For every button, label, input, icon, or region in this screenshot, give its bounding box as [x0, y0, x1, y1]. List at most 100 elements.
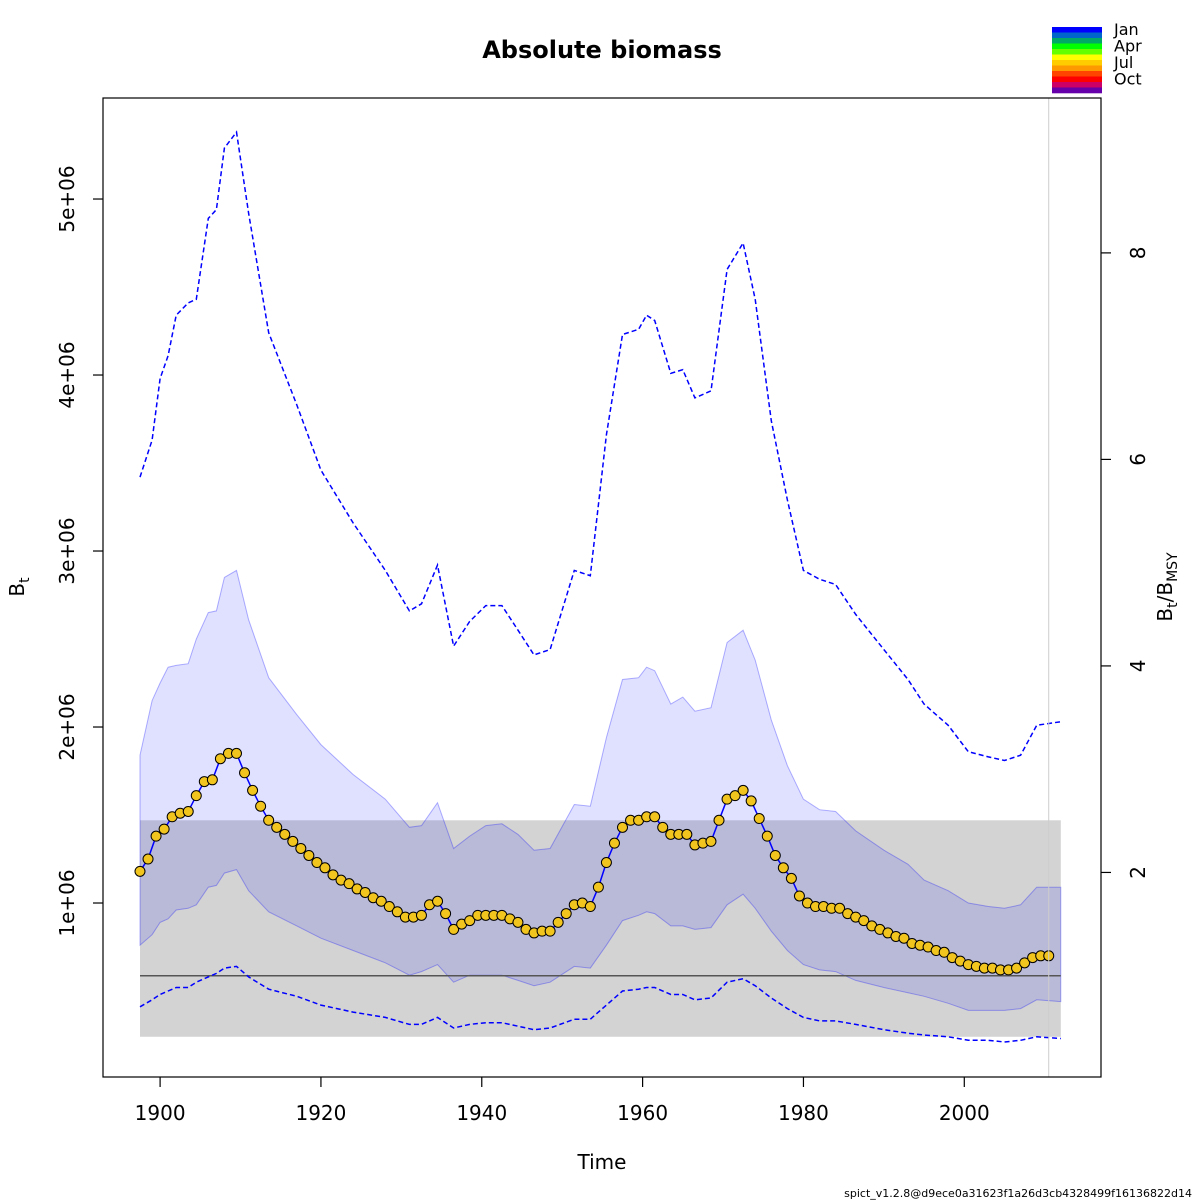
estimate-point: [150, 830, 162, 842]
y-tick-label: 5e+06: [55, 165, 79, 232]
estimate-point: [584, 901, 596, 913]
y2-axis-label: Bt/BMSY: [1153, 552, 1181, 622]
y2-label-main: B: [1153, 608, 1177, 622]
x-tick-label: 1940: [456, 1101, 507, 1125]
estimate-point: [327, 869, 339, 881]
estimate-point: [311, 857, 323, 869]
estimate-point: [681, 828, 693, 840]
estimate-point: [383, 901, 395, 913]
y2-tick-label: 2: [1126, 866, 1150, 879]
month-key-swatch: [1052, 65, 1102, 72]
y-tick-label: 1e+06: [55, 869, 79, 936]
x-tick-label: 1980: [778, 1101, 829, 1125]
month-key-swatch: [1052, 82, 1102, 88]
estimate-point: [279, 828, 291, 840]
estimate-point: [415, 909, 427, 921]
month-key-label: Apr: [1114, 36, 1142, 55]
estimate-point: [705, 835, 717, 847]
estimate-point: [544, 925, 556, 937]
y2-label-main: /B: [1153, 582, 1177, 602]
estimate-point: [938, 946, 950, 958]
y-label-main: B: [5, 583, 29, 597]
y-axis-label: Bt: [5, 577, 33, 597]
y2-tick-label: 4: [1126, 660, 1150, 673]
estimate-point: [343, 878, 355, 890]
estimate-point: [512, 916, 524, 928]
month-key-swatch: [1052, 54, 1102, 61]
month-key-swatch: [1052, 43, 1102, 50]
estimate-point: [432, 895, 444, 907]
estimate-point: [239, 767, 251, 779]
month-key-swatch: [1052, 71, 1102, 77]
estimate-point: [793, 890, 805, 902]
estimate-point: [359, 886, 371, 898]
month-key-swatch: [1052, 87, 1102, 94]
x-tick-label: 1920: [295, 1101, 346, 1125]
estimate-point: [247, 784, 259, 796]
estimate-point: [560, 908, 572, 920]
month-key-swatch: [1052, 38, 1102, 44]
estimate-point: [158, 823, 170, 835]
x-axis-label: Time: [577, 1150, 627, 1174]
estimate-point: [1011, 962, 1023, 974]
month-key-swatch: [1052, 60, 1102, 66]
estimate-point: [448, 923, 460, 935]
estimate-point: [769, 849, 781, 861]
estimate-point: [142, 853, 154, 865]
estimate-point: [898, 932, 910, 944]
estimate-point: [303, 849, 315, 861]
estimate-point: [649, 811, 661, 823]
y2-tick-label: 8: [1126, 247, 1150, 260]
y2-label-sub: MSY: [1165, 552, 1181, 582]
estimate-point: [263, 814, 275, 826]
ci-line: [139, 130, 1061, 762]
estimate-point: [214, 753, 226, 765]
estimate-point: [287, 835, 299, 847]
estimate-point: [617, 821, 629, 833]
estimate-point: [858, 915, 870, 927]
estimate-point: [206, 774, 218, 786]
estimate-point: [592, 881, 604, 893]
estimate-point: [230, 747, 242, 759]
estimate-point: [319, 862, 331, 874]
month-key-swatch: [1052, 49, 1102, 55]
estimate-point: [834, 902, 846, 914]
estimate-point: [657, 821, 669, 833]
estimate-point: [255, 800, 267, 812]
estimate-point: [729, 790, 741, 802]
estimate-point: [600, 857, 612, 869]
y-label-sub: t: [17, 577, 33, 583]
estimate-point: [761, 830, 773, 842]
estimate-point: [182, 805, 194, 817]
x-tick-label: 1960: [617, 1101, 668, 1125]
estimate-point: [552, 916, 564, 928]
bmsy-ci: [139, 820, 1061, 1037]
chart-title: Absolute biomass: [482, 36, 722, 64]
estimate-point: [464, 915, 476, 927]
month-key-swatch: [1052, 27, 1102, 33]
estimate-point: [391, 906, 403, 918]
estimate-point: [190, 790, 202, 802]
x-tick-label: 2000: [939, 1101, 990, 1125]
estimate-point: [745, 795, 757, 807]
ci-line: [139, 965, 1061, 1043]
footer: spict_v1.2.8@d9ece0a31623f1a26d3cb432849…: [844, 1187, 1192, 1200]
month-key-swatch: [1052, 76, 1102, 83]
y2-tick-label: 6: [1126, 453, 1150, 466]
y-tick-label: 2e+06: [55, 693, 79, 760]
estimate-point: [785, 872, 797, 884]
month-key-swatch: [1052, 32, 1102, 39]
estimate-point: [753, 813, 765, 825]
plot-frame: [102, 97, 1102, 1078]
estimate-point: [134, 865, 146, 877]
y2-label-sub: t: [1165, 602, 1181, 608]
estimate-point: [777, 862, 789, 874]
y-tick-label: 3e+06: [55, 517, 79, 584]
estimate-point: [1019, 957, 1031, 969]
estimate-point: [375, 895, 387, 907]
estimate-point: [608, 837, 620, 849]
estimate-point: [271, 821, 283, 833]
y-tick-label: 4e+06: [55, 341, 79, 408]
